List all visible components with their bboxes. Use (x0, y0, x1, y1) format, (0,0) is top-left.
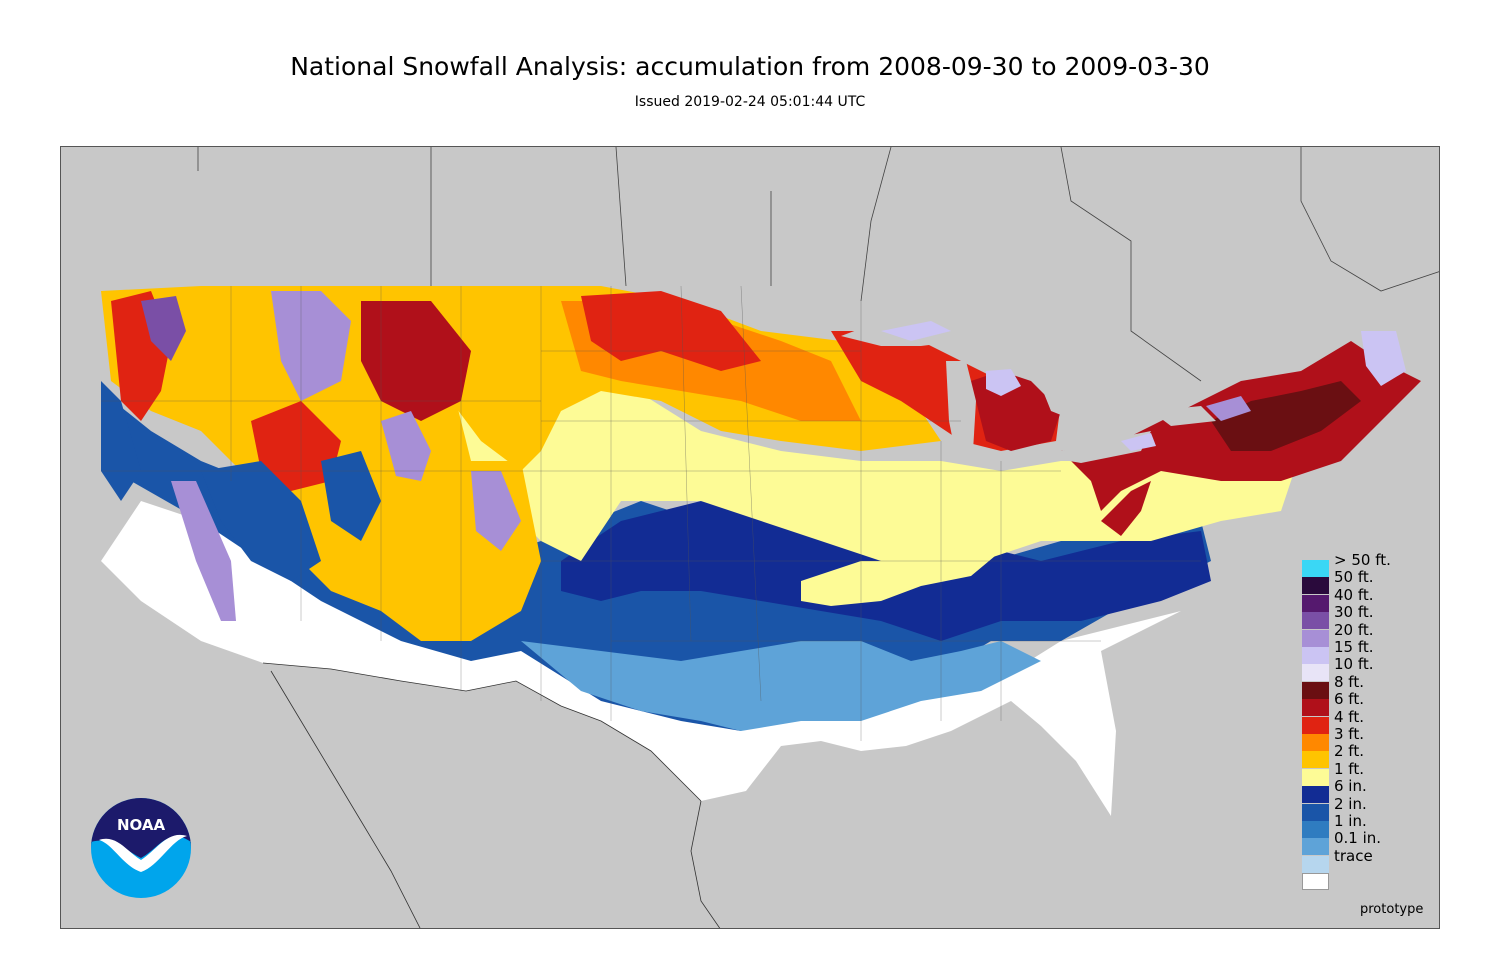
legend-swatch (1302, 768, 1329, 786)
us-state-lines (101, 285, 1201, 741)
legend-swatch (1302, 577, 1329, 595)
legend-item: 50 ft. (1302, 568, 1432, 595)
region-appalachian-red (1101, 481, 1151, 536)
region-west-red-3 (251, 401, 341, 491)
legend-swatch (1302, 786, 1329, 804)
region-lake-effect-superior (881, 321, 951, 341)
region-lake-effect-ny (1206, 396, 1251, 421)
legend-item: 2 in. (1302, 795, 1432, 821)
region-west-purple-3 (381, 411, 431, 481)
legend-item: 3 ft. (1302, 725, 1432, 751)
legend-item: 15 ft. (1302, 638, 1432, 664)
legend-label: 4 ft. (1334, 707, 1364, 726)
legend-item: 6 in. (1302, 777, 1432, 804)
noaa-logo-icon: NOAA (91, 798, 191, 898)
region-sierra (171, 481, 236, 621)
legend-swatch (1302, 612, 1329, 630)
legend-label: 1 in. (1334, 812, 1367, 830)
legend-swatch (1302, 664, 1329, 682)
legend-label: 3 ft. (1334, 725, 1364, 743)
country-borders (197, 147, 1439, 382)
legend-label: 10 ft. (1334, 655, 1374, 674)
region-west-red-2 (361, 301, 471, 421)
map-canvas (101, 147, 1439, 928)
logo-white-bird (99, 834, 187, 872)
region-west-purple-1 (271, 291, 351, 401)
legend-item: > 50 ft. (1302, 551, 1432, 577)
legend-item: 2 ft. (1302, 742, 1432, 769)
legend-item: 1 ft. (1302, 760, 1432, 786)
legend-swatch (1302, 855, 1329, 873)
legend-item: 30 ft. (1302, 603, 1432, 630)
region-west-purple-4 (471, 471, 521, 551)
region-erie-purple (1121, 433, 1156, 451)
legend-swatch (1302, 681, 1329, 699)
legend-swatch (1302, 803, 1329, 821)
legend-label: 0.1 in. (1334, 829, 1382, 848)
legend-swatch (1302, 716, 1329, 734)
legend-item: 40 ft. (1302, 586, 1432, 612)
legend-item: 20 ft. (1302, 621, 1432, 647)
legend-swatch (1302, 699, 1329, 717)
lake-erie (1041, 431, 1151, 463)
legend-label: 2 in. (1334, 794, 1367, 813)
legend-label: 50 ft. (1334, 568, 1374, 587)
prototype-note: prototype (1360, 902, 1424, 917)
legend-swatch (1302, 560, 1329, 577)
legend-swatch (1302, 751, 1329, 769)
region-maine-purple (1361, 331, 1406, 386)
region-eight-feet-northeast (1211, 381, 1361, 451)
legend-swatch (1302, 838, 1329, 856)
mexico-border (262, 662, 721, 928)
lake-huron (1031, 356, 1096, 421)
legend-label: 6 in. (1334, 777, 1367, 796)
region-great-basin-blue (201, 461, 321, 581)
legend-label: 30 ft. (1334, 603, 1374, 622)
region-lake-effect-michigan (986, 369, 1021, 396)
legend-label: 8 ft. (1334, 672, 1364, 691)
noaa-logo: NOAA (89, 796, 193, 904)
legend-label: 40 ft. (1334, 585, 1374, 604)
lake-michigan (946, 361, 976, 456)
legend-item (1302, 873, 1432, 891)
legend-label: trace (1334, 846, 1373, 865)
legend-swatch (1302, 647, 1329, 664)
region-one-foot (441, 301, 1301, 571)
legend-label: 1 ft. (1334, 759, 1364, 778)
legend-swatch (1302, 594, 1329, 612)
legend-label: 6 ft. (1334, 690, 1364, 709)
legend-item: 6 ft. (1302, 690, 1432, 717)
legend-swatch (1302, 873, 1329, 891)
lake-ontario (1151, 406, 1216, 426)
legend-item: 1 in. (1302, 812, 1432, 838)
page-title: National Snowfall Analysis: accumulation… (290, 52, 1210, 81)
issued-timestamp: Issued 2019-02-24 05:01:44 UTC (634, 94, 866, 110)
legend-swatch (1302, 734, 1329, 751)
legend-item: 10 ft. (1302, 655, 1432, 682)
snowfall-map (60, 146, 1440, 929)
region-west-purple-2 (141, 296, 186, 361)
legend-label: 15 ft. (1334, 638, 1374, 656)
legend-label: > 50 ft. (1334, 551, 1391, 569)
logo-text: NOAA (117, 816, 166, 834)
legend-item: trace (1302, 847, 1432, 873)
legend-item: 0.1 in. (1302, 829, 1432, 856)
legend-swatch (1302, 629, 1329, 647)
legend-item: 8 ft. (1302, 673, 1432, 699)
legend-label: 20 ft. (1334, 620, 1374, 639)
legend-item: 4 ft. (1302, 708, 1432, 734)
region-utah-blue (321, 451, 381, 541)
region-light-blue (521, 641, 1041, 731)
legend-label: 2 ft. (1334, 742, 1364, 761)
legend-swatch (1302, 821, 1329, 838)
